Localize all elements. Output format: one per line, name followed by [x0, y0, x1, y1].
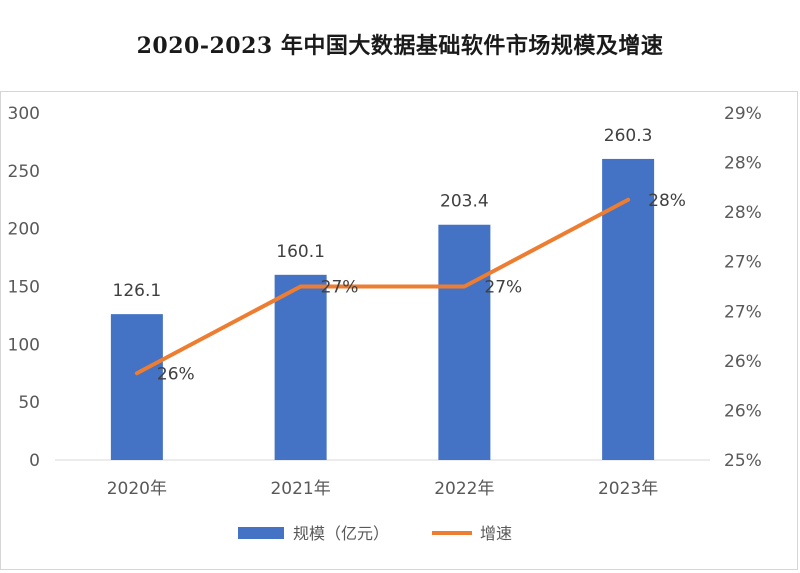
legend-bar-swatch: [238, 527, 284, 539]
legend-bar-label: 规模（亿元）: [293, 524, 389, 543]
right-axis-tick-label: 26%: [724, 352, 762, 372]
left-axis-tick-label: 150: [8, 278, 40, 298]
growth-value-label: 27%: [321, 278, 359, 298]
left-axis-tick-label: 250: [8, 162, 40, 182]
right-axis-tick-label: 28%: [724, 154, 762, 174]
x-axis-tick-label: 2020年: [107, 479, 167, 499]
growth-point: [135, 371, 139, 375]
bar-value-label: 203.4: [440, 192, 489, 212]
growth-value-label: 27%: [484, 278, 522, 298]
chart-frame: [0, 91, 798, 570]
x-axis-tick-label: 2021年: [270, 479, 330, 499]
left-axis-tick-label: 300: [8, 104, 40, 124]
x-axis-tick-label: 2022年: [434, 479, 494, 499]
right-axis-tick-label: 27%: [724, 253, 762, 273]
left-axis-tick-label: 200: [8, 220, 40, 240]
left-axis-tick-label: 50: [18, 393, 40, 413]
growth-value-label: 26%: [157, 364, 195, 384]
right-axis-tick-label: 27%: [724, 302, 762, 322]
right-axis-tick-label: 28%: [724, 203, 762, 223]
bar-value-label: 260.3: [604, 126, 653, 146]
growth-line: [134, 197, 631, 376]
bar: [438, 224, 491, 460]
right-axis-tick-label: 25%: [724, 451, 762, 471]
bar: [602, 158, 655, 460]
bar: [274, 274, 327, 460]
x-axis-tick-label: 2023年: [598, 479, 658, 499]
growth-point: [462, 285, 466, 288]
right-axis-tick-label: 29%: [724, 104, 762, 124]
bar: [110, 314, 163, 460]
bar-value-label: 126.1: [113, 281, 162, 301]
growth-value-label: 28%: [648, 191, 686, 211]
chart-title: 2020-2023 年中国大数据基础软件市场规模及增速: [136, 33, 664, 59]
right-axis-tick-label: 26%: [724, 401, 762, 421]
bar-value-label: 160.1: [276, 242, 325, 262]
left-axis-tick-label: 0: [29, 451, 40, 471]
legend-line-label: 增速: [480, 524, 512, 543]
growth-point: [299, 285, 303, 288]
growth-point: [626, 198, 630, 202]
left-axis-tick-label: 100: [8, 335, 40, 355]
